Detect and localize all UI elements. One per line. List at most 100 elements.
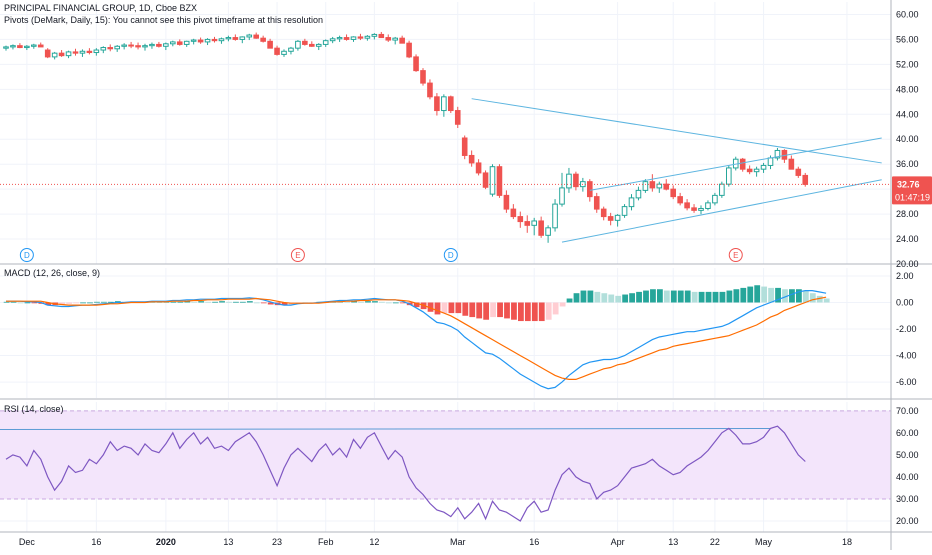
macd-bar — [629, 293, 635, 303]
candle — [767, 157, 774, 166]
candle — [691, 207, 697, 211]
candle — [705, 202, 711, 209]
candle — [635, 189, 642, 199]
macd-bar — [670, 290, 677, 303]
price-tick-label: 60.00 — [896, 9, 919, 19]
rsi-band — [0, 410, 891, 499]
candle — [698, 207, 704, 211]
candle — [190, 39, 197, 42]
candle — [336, 37, 343, 40]
candle — [149, 43, 155, 47]
macd-tick-label: -2.00 — [896, 324, 917, 334]
candle — [760, 164, 767, 170]
candle — [295, 40, 301, 49]
macd-bar — [212, 301, 218, 303]
macd-bar — [246, 301, 253, 303]
macd-bar — [552, 302, 559, 315]
candle — [726, 167, 732, 185]
price-tick-label: 36.00 — [896, 159, 919, 169]
pivot-marker — [728, 248, 743, 262]
candle — [434, 96, 440, 112]
macd-bar — [663, 290, 670, 303]
candle — [17, 45, 23, 49]
candle — [642, 181, 649, 191]
candle — [538, 220, 544, 236]
macd-bar — [177, 301, 184, 303]
macd-bar — [253, 302, 260, 304]
trendlines — [471, 98, 882, 243]
macd-bar — [59, 302, 66, 305]
candle — [461, 137, 468, 156]
macd-bar — [636, 291, 642, 303]
macd-bar — [267, 302, 274, 305]
macd-bar — [782, 289, 788, 303]
rsi-axis[interactable]: 70.00 60.00 50.00 40.00 30.00 20.00 — [896, 406, 919, 526]
macd-bar — [448, 302, 455, 314]
macd-bar — [789, 289, 795, 303]
candle — [753, 168, 760, 173]
macd-bar — [379, 301, 385, 303]
macd-bar — [698, 291, 705, 303]
candle — [621, 206, 628, 216]
candle — [24, 45, 30, 49]
macd-tick-label: 0.00 — [896, 297, 914, 307]
macd-bar — [101, 301, 107, 303]
macd-bar — [677, 290, 684, 303]
macd-bar — [434, 302, 441, 315]
macd-bar — [427, 302, 434, 312]
time-tick-label: 2020 — [156, 537, 176, 547]
chart-title: PRINCIPAL FINANCIAL GROUP, 1D, Cboe BZX — [4, 3, 197, 13]
price-badge-value: 32.76 — [897, 179, 920, 189]
candle — [712, 194, 718, 204]
candle — [454, 110, 461, 125]
macd-bar — [281, 302, 288, 306]
pivot-marker — [19, 248, 34, 262]
candle — [211, 38, 218, 42]
macd-bar — [740, 287, 747, 303]
macd-bar — [462, 302, 469, 316]
candle — [142, 45, 148, 48]
time-tick-label: 13 — [223, 537, 233, 547]
pivot-marker-label: E — [295, 251, 300, 260]
candle — [58, 52, 65, 57]
price-tick-label: 40.00 — [896, 134, 919, 144]
macd-bar — [531, 302, 538, 322]
time-tick-label: 13 — [668, 537, 678, 547]
candle — [128, 44, 134, 47]
time-tick-label: 16 — [529, 537, 539, 547]
candle — [121, 44, 127, 47]
pivot-marker — [443, 248, 458, 262]
macd-bar — [643, 290, 649, 303]
macd-bar — [587, 290, 594, 303]
macd-bar — [809, 293, 816, 303]
candle — [225, 37, 232, 40]
trendline — [561, 179, 882, 243]
candle — [385, 37, 392, 41]
candle — [573, 173, 579, 188]
candle — [684, 202, 690, 209]
macd-bar — [31, 302, 38, 304]
macd-line — [6, 290, 827, 390]
candle — [107, 47, 114, 50]
macd-bar — [392, 302, 399, 304]
candle — [267, 40, 273, 49]
macd-bar — [240, 301, 246, 303]
macd-title: MACD (12, 26, close, 9) — [4, 268, 100, 278]
candle — [93, 49, 100, 54]
candle — [170, 41, 176, 45]
time-axis[interactable]: Dec 16 2020 13 23 Feb 12 Mar 16 Apr 13 22 May 18 — [19, 537, 852, 547]
macd-bar — [775, 287, 781, 303]
macd-axis[interactable]: 2.00 0.00 -2.00 -4.00 -6.00 — [896, 271, 917, 387]
candle — [593, 196, 600, 210]
candle — [343, 37, 350, 40]
macd-bar — [768, 287, 774, 303]
macd-bar — [733, 289, 740, 303]
macd-bar — [87, 302, 93, 304]
price-axis[interactable]: 60.0056.0052.0048.0044.0040.0036.0032.00… — [896, 9, 919, 269]
time-tick-label: 18 — [842, 537, 852, 547]
time-tick-label: 12 — [369, 537, 379, 547]
candle — [315, 43, 322, 47]
macd-bar — [816, 295, 823, 303]
time-tick-label: Dec — [19, 537, 36, 547]
